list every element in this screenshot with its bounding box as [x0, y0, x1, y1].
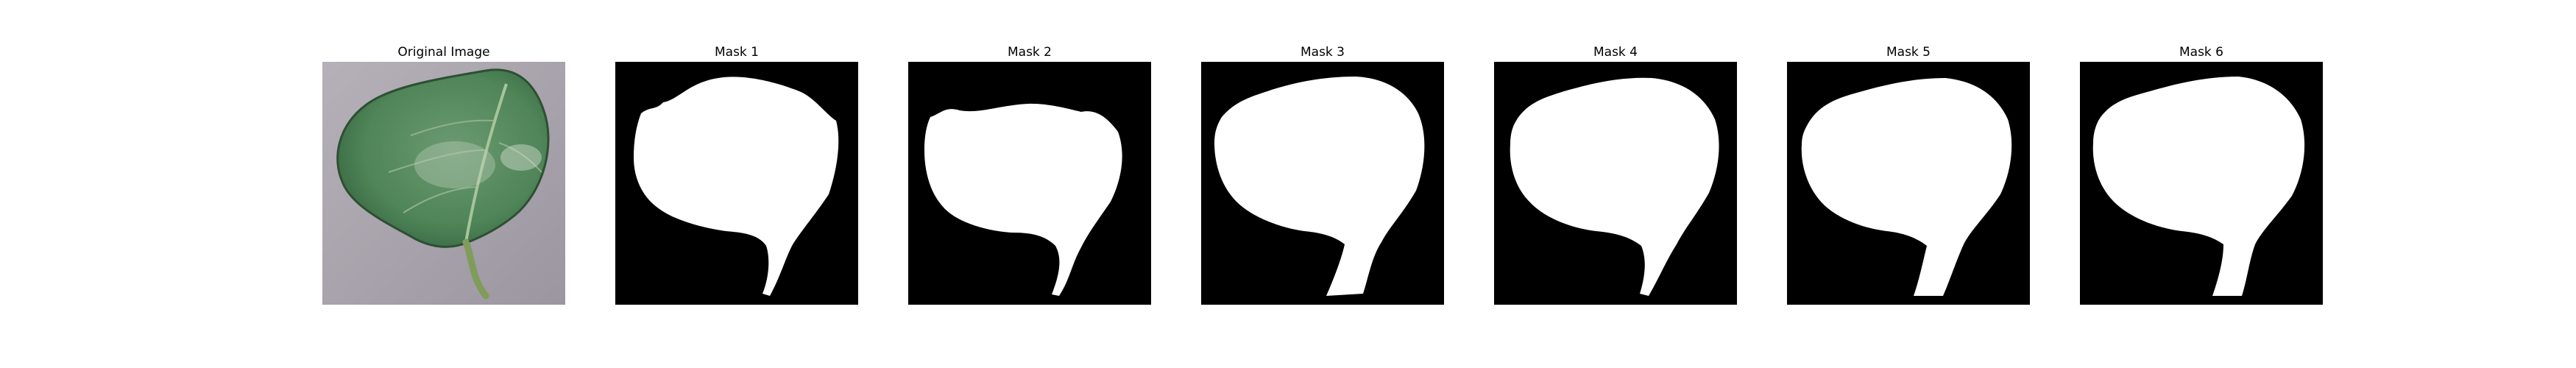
mask-6-title: Mask 6 [2179, 45, 2223, 60]
mask-5-title: Mask 5 [1886, 45, 1931, 60]
mask-3-image [1201, 62, 1444, 305]
mask-5-panel: Mask 5 [1787, 43, 2030, 305]
original-leaf-image [322, 62, 565, 305]
mask-3-panel: Mask 3 [1201, 43, 1444, 305]
mask-1-panel: Mask 1 [615, 43, 858, 305]
mask-2-image [908, 62, 1151, 305]
original-image-title: Original Image [397, 45, 490, 60]
mask-2-title: Mask 2 [1007, 45, 1052, 60]
original-image-panel: Original Image [322, 43, 565, 305]
mask-2-panel: Mask 2 [908, 43, 1151, 305]
mask-3-title: Mask 3 [1300, 45, 1345, 60]
mask-6-panel: Mask 6 [2080, 43, 2323, 305]
mask-4-image [1494, 62, 1737, 305]
mask-1-image [615, 62, 858, 305]
mask-4-title: Mask 4 [1593, 45, 1638, 60]
mask-4-panel: Mask 4 [1494, 43, 1737, 305]
mask-6-image [2080, 62, 2323, 305]
mask-5-image [1787, 62, 2030, 305]
mask-1-title: Mask 1 [714, 45, 759, 60]
